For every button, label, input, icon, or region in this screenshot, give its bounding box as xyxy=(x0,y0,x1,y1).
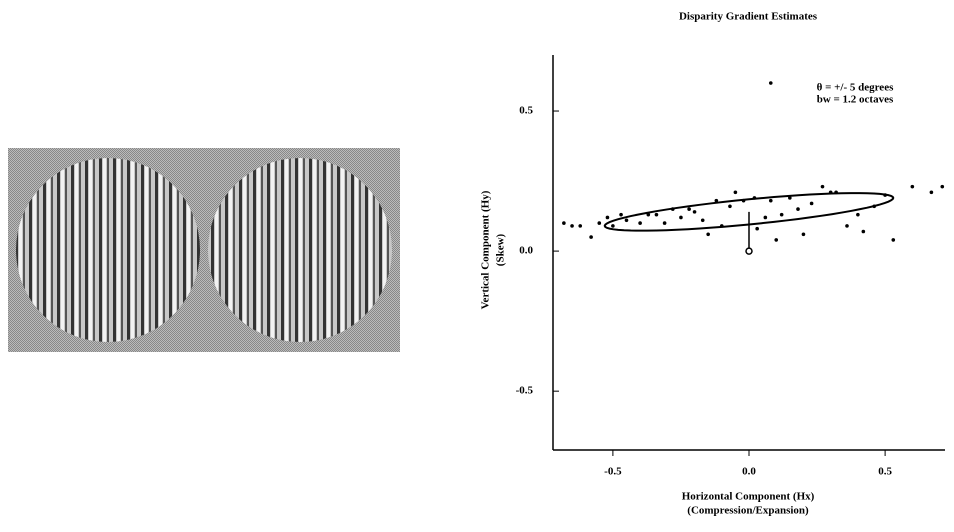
data-point xyxy=(929,190,934,195)
data-point xyxy=(752,196,757,200)
data-point xyxy=(654,212,659,217)
x-tick-label: 0.5 xyxy=(878,466,892,478)
data-point xyxy=(755,226,759,231)
data-point xyxy=(706,232,710,237)
data-point xyxy=(687,207,691,211)
data-point xyxy=(768,198,773,203)
data-point xyxy=(910,184,915,189)
data-point xyxy=(624,218,629,223)
x-axis-sublabel: (Compression/Expansion) xyxy=(687,505,809,517)
x-axis-label: Horizontal Component (Hx) xyxy=(682,491,815,503)
data-point xyxy=(605,215,610,220)
y-axis-label: Vertical Component (Hy) xyxy=(480,190,492,309)
data-point xyxy=(796,207,800,211)
data-point xyxy=(700,218,705,223)
data-point xyxy=(570,224,574,228)
data-point xyxy=(692,210,697,214)
data-point xyxy=(788,196,792,200)
data-point xyxy=(741,198,746,203)
stimulus-image xyxy=(8,148,400,352)
data-point xyxy=(779,212,784,217)
data-point xyxy=(828,190,833,195)
data-point xyxy=(670,207,675,211)
data-point xyxy=(774,238,779,242)
data-point xyxy=(872,204,877,209)
data-point xyxy=(861,229,866,234)
data-point xyxy=(883,193,887,197)
x-tick-label: 0.0 xyxy=(742,466,756,478)
data-point xyxy=(891,238,896,242)
data-point xyxy=(834,190,838,195)
data-point xyxy=(728,204,732,209)
data-point xyxy=(578,224,583,228)
y-tick-label: 0.5 xyxy=(519,105,533,117)
data-point xyxy=(809,201,814,206)
data-point xyxy=(714,198,719,203)
data-point xyxy=(845,224,849,228)
origin-marker xyxy=(745,247,753,255)
y-axis-sublabel: (Skew) xyxy=(495,233,507,266)
data-point xyxy=(733,190,738,195)
data-point xyxy=(611,224,615,228)
data-point xyxy=(856,212,860,217)
chart-title: Disparity Gradient Estimates xyxy=(679,11,818,23)
fit-ellipse xyxy=(603,192,895,232)
annotation: θ = +/- 5 degrees xyxy=(817,82,894,94)
data-point xyxy=(940,184,945,189)
y-tick-label: 0.0 xyxy=(519,245,533,257)
data-point xyxy=(638,221,642,225)
x-tick-label: -0.5 xyxy=(604,466,622,478)
data-point xyxy=(719,224,724,228)
data-point xyxy=(763,215,768,220)
data-point xyxy=(768,81,773,85)
data-point xyxy=(589,235,593,239)
data-point xyxy=(646,212,651,217)
annotation: bw = 1.2 octaves xyxy=(817,94,894,106)
data-point xyxy=(679,215,683,220)
data-point xyxy=(597,221,602,225)
data-point xyxy=(801,232,806,237)
data-point xyxy=(820,184,825,189)
data-point xyxy=(619,212,623,217)
y-tick-label: -0.5 xyxy=(516,385,534,397)
data-point xyxy=(562,221,566,225)
data-point xyxy=(662,221,667,225)
